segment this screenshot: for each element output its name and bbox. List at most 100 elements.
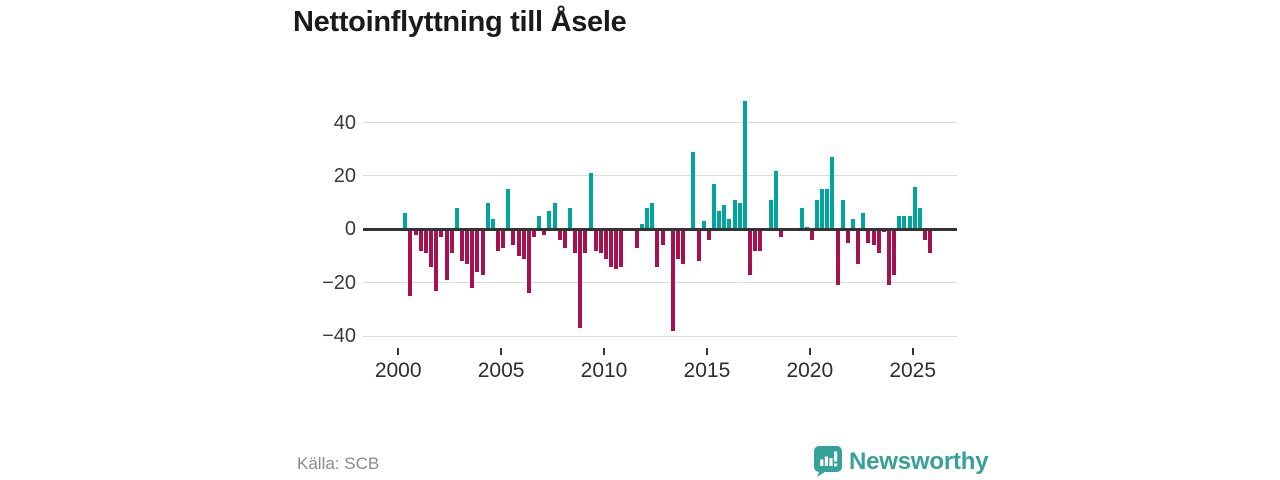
bar-2006q3: [531, 229, 536, 238]
bar-2021q2: [835, 229, 840, 286]
bar-2005q2: [506, 189, 511, 230]
zero-line: [363, 227, 957, 231]
bar-2001q1: [418, 229, 423, 251]
bar-2015q3: [717, 210, 722, 230]
bar-2003q1: [459, 229, 464, 262]
gridline: [363, 122, 957, 123]
bar-2018q1: [768, 199, 773, 230]
bar-2006q1: [521, 229, 526, 259]
bar-2015q1: [706, 229, 711, 240]
bar-2001q2: [423, 229, 428, 254]
bar-2019q3: [799, 207, 804, 230]
bar-2020q3: [820, 189, 825, 230]
newsworthy-logo: Newsworthy: [814, 446, 989, 477]
bar-2021q1: [830, 157, 835, 230]
bar-2005q3: [511, 229, 516, 246]
x-axis-label: 2025: [889, 359, 937, 382]
bar-2002q1: [439, 229, 444, 238]
bar-2025q1: [912, 186, 917, 230]
x-axis-tick: [500, 348, 503, 355]
bar-2024q2: [897, 215, 902, 230]
bar-2020q2: [814, 199, 819, 230]
bar-2023q2: [876, 229, 881, 254]
bar-2008q4: [578, 229, 583, 329]
bar-2007q4: [557, 229, 562, 240]
bar-2016q4: [742, 101, 747, 230]
bar-2022q4: [866, 229, 871, 243]
bar-2010q2: [609, 229, 614, 267]
gridline: [363, 335, 957, 337]
bar-2009q3: [593, 229, 598, 251]
y-axis-label: 40: [333, 111, 356, 134]
bar-2012q4: [660, 229, 665, 246]
bar-2000q2: [403, 213, 408, 230]
bar-2015q2: [712, 183, 717, 230]
bar-2004q4: [495, 229, 500, 251]
bar-2008q1: [562, 229, 567, 248]
bar-2007q3: [552, 202, 557, 230]
bar-2014q2: [691, 151, 696, 230]
bar-2018q2: [773, 170, 778, 230]
bar-2000q4: [413, 229, 418, 235]
bar-2013q4: [681, 229, 686, 264]
bar-2024q1: [892, 229, 897, 275]
bar-2013q3: [676, 229, 681, 259]
bar-2008q3: [573, 229, 578, 254]
bar-2001q3: [429, 229, 434, 267]
bar-2021q4: [845, 229, 850, 243]
x-axis-label: 2005: [477, 359, 525, 382]
bar-2017q2: [753, 229, 758, 251]
x-axis-tick: [808, 348, 811, 355]
bar-2022q2: [856, 229, 861, 264]
x-axis-label: 2020: [786, 359, 834, 382]
bar-2002q2: [444, 229, 449, 281]
bar-2023q4: [886, 229, 891, 286]
bar-2010q4: [619, 229, 624, 267]
bar-2012q2: [650, 202, 655, 230]
bar-2016q3: [737, 202, 742, 230]
bar-2006q2: [526, 229, 531, 294]
gridline: [363, 282, 957, 284]
bar-2013q2: [670, 229, 675, 331]
bar-2003q4: [475, 229, 480, 273]
bar-2024q3: [902, 215, 907, 230]
y-axis-label: −20: [322, 271, 356, 294]
bar-2009q1: [583, 229, 588, 254]
bar-2023q1: [871, 229, 876, 246]
bar-2021q3: [840, 199, 845, 230]
bar-2000q3: [408, 229, 413, 297]
bar-2022q3: [861, 213, 866, 230]
bar-2005q4: [516, 229, 521, 256]
y-axis-label: 20: [333, 164, 356, 187]
bar-2012q3: [655, 229, 660, 267]
bar-2010q1: [604, 229, 608, 259]
bar-2010q3: [614, 229, 619, 270]
bar-2020q4: [825, 189, 830, 230]
bar-2018q3: [778, 229, 783, 238]
x-axis-tick: [705, 348, 708, 355]
bar-2004q1: [480, 229, 485, 275]
bar-2004q3: [490, 218, 495, 230]
x-axis-label: 2015: [683, 359, 731, 382]
bar-2016q2: [732, 199, 737, 230]
x-axis-tick: [603, 348, 605, 355]
chart-title: Nettoinflyttning till Åsele: [293, 6, 627, 38]
bar-2012q1: [645, 207, 650, 230]
source-label: Källa: SCB: [297, 454, 380, 473]
bar-2020q1: [809, 229, 814, 240]
bar-2007q2: [547, 210, 552, 230]
bar-2006q4: [537, 215, 542, 230]
bar-2008q2: [567, 207, 572, 230]
bar-2025q3: [922, 229, 927, 240]
x-axis-label: 2000: [374, 359, 422, 382]
bar-2002q4: [454, 207, 459, 230]
x-axis-label: 2010: [580, 359, 628, 382]
bar-2025q4: [928, 229, 933, 254]
bar-2002q3: [449, 229, 454, 254]
bar-2011q4: [640, 223, 644, 230]
bar-2015q4: [722, 205, 727, 230]
x-axis-tick: [911, 348, 914, 355]
bar-2024q4: [907, 215, 912, 230]
